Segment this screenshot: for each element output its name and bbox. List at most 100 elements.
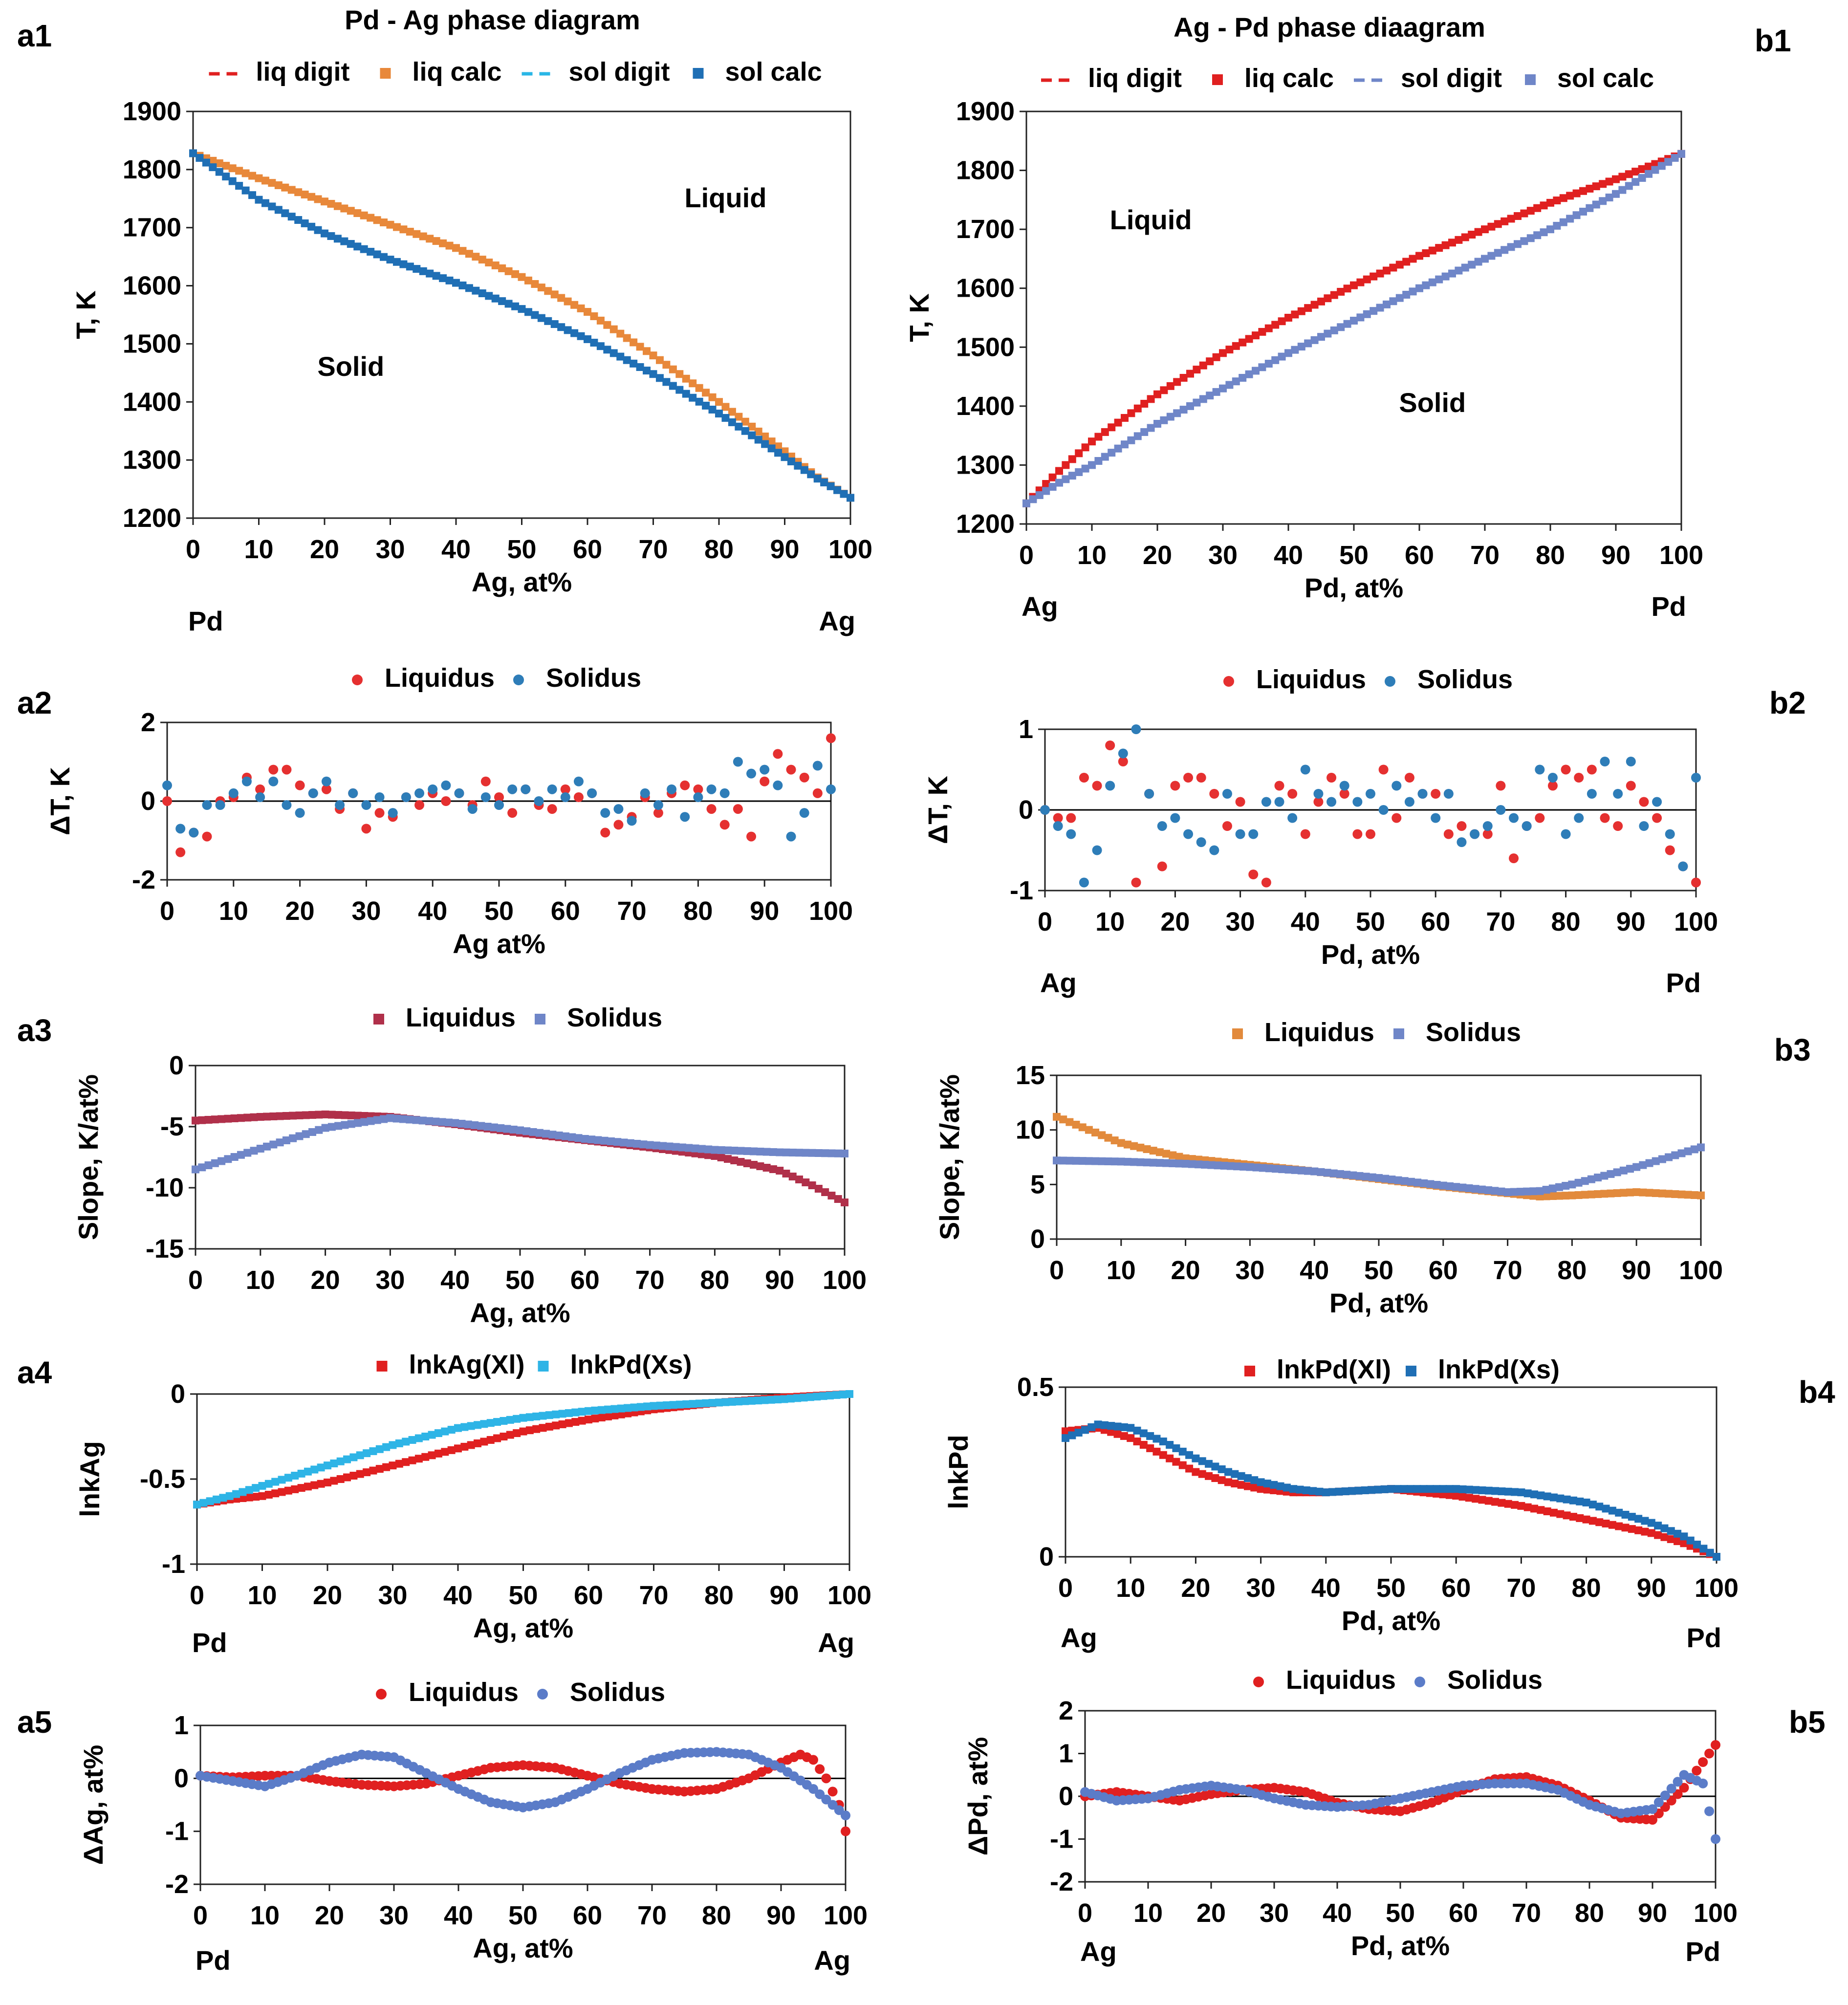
legend-swatch-dot — [1253, 1677, 1264, 1687]
data-point — [1192, 1454, 1200, 1462]
data-point — [1272, 1165, 1280, 1173]
data-point — [1660, 1533, 1669, 1541]
data-point — [1645, 1159, 1653, 1167]
data-point — [1634, 1526, 1643, 1534]
x-tick-label: 60 — [573, 1901, 602, 1930]
data-point — [767, 1395, 775, 1404]
data-point — [1409, 255, 1417, 263]
y-tick-label: 5 — [1030, 1170, 1045, 1199]
data-point — [250, 1147, 258, 1155]
x-tick-label: 10 — [1107, 1256, 1136, 1285]
data-point — [374, 792, 385, 802]
data-point — [497, 1124, 505, 1132]
data-point — [1149, 1158, 1157, 1167]
data-point — [560, 792, 570, 802]
data-point — [1130, 1158, 1138, 1166]
data-point — [1516, 1188, 1524, 1196]
data-point — [1218, 1465, 1226, 1473]
data-point — [1457, 821, 1467, 831]
data-point — [294, 188, 303, 196]
data-point — [1452, 1183, 1460, 1191]
x-tick-label: 10 — [1095, 907, 1125, 937]
data-point — [1648, 1804, 1657, 1814]
data-point — [1645, 1189, 1653, 1197]
x-tick-label: 90 — [770, 535, 799, 564]
data-point — [361, 824, 371, 834]
x-tick-label: 20 — [315, 1901, 344, 1930]
x-tick-label: 20 — [1160, 907, 1190, 937]
panel-label-a3: a3 — [17, 1013, 52, 1048]
x-tick-label: 40 — [440, 1265, 470, 1295]
data-point — [1343, 320, 1351, 328]
data-point — [594, 1136, 602, 1144]
data-point — [1120, 1423, 1128, 1431]
data-point — [1198, 1470, 1206, 1478]
data-point — [353, 242, 362, 251]
data-point — [360, 211, 368, 219]
x-tick-label: 20 — [313, 1581, 342, 1610]
legend-label: Solidus — [567, 1003, 662, 1032]
data-point — [767, 444, 776, 453]
data-point — [1517, 1502, 1525, 1510]
data-point — [248, 191, 257, 199]
data-point — [1547, 773, 1558, 783]
data-point — [577, 304, 585, 312]
data-point — [1157, 861, 1167, 872]
data-point — [511, 302, 520, 310]
data-point — [1465, 1184, 1473, 1192]
data-point — [1252, 367, 1260, 375]
data-point — [245, 1486, 253, 1494]
data-point — [1118, 757, 1128, 766]
data-point — [490, 1123, 498, 1132]
data-point — [662, 361, 671, 369]
data-point — [1304, 339, 1312, 348]
x-tick-label: 40 — [1300, 1256, 1329, 1285]
data-point — [833, 486, 842, 494]
data-point — [721, 403, 730, 411]
data-point — [1022, 499, 1030, 507]
y-tick-label: 0 — [169, 1051, 184, 1080]
data-point — [841, 1810, 850, 1821]
data-point — [1645, 170, 1652, 178]
data-point — [222, 162, 230, 170]
data-point — [1523, 1489, 1532, 1498]
data-point — [472, 253, 480, 261]
data-point — [413, 265, 421, 273]
plot-frame-b4 — [1065, 1386, 1718, 1558]
data-point — [708, 1399, 717, 1407]
x-tick-label: 20 — [1196, 1898, 1226, 1928]
data-point — [1147, 395, 1155, 403]
data-point — [235, 182, 243, 190]
data-point — [847, 494, 854, 502]
data-point — [478, 256, 486, 264]
data-point — [743, 1159, 751, 1167]
plot-frame-a1 — [192, 110, 851, 519]
data-point — [460, 1423, 469, 1431]
x-tick-label: 90 — [1601, 541, 1631, 570]
data-point — [1159, 1451, 1167, 1459]
data-point — [1085, 1126, 1093, 1134]
data-point — [1641, 1517, 1649, 1525]
data-point — [1183, 773, 1194, 783]
data-point — [445, 276, 454, 284]
legend-swatch-square — [1244, 1366, 1255, 1376]
x-tick-label: 0 — [1049, 1256, 1064, 1285]
data-point — [547, 784, 557, 794]
data-point — [1608, 1506, 1616, 1515]
data-point — [1533, 204, 1542, 212]
data-point — [471, 1121, 479, 1129]
data-point — [465, 284, 473, 292]
data-point — [503, 1125, 511, 1133]
data-point — [1209, 789, 1219, 799]
data-point — [747, 1396, 756, 1405]
data-point — [1673, 1777, 1683, 1787]
data-point — [480, 776, 491, 786]
data-point — [321, 197, 328, 206]
data-point — [1222, 789, 1232, 799]
data-point — [315, 1111, 323, 1119]
data-point — [301, 219, 309, 227]
data-point — [1274, 781, 1284, 791]
data-point — [1550, 1493, 1558, 1502]
data-point — [1455, 266, 1463, 275]
data-point — [1231, 1480, 1239, 1488]
